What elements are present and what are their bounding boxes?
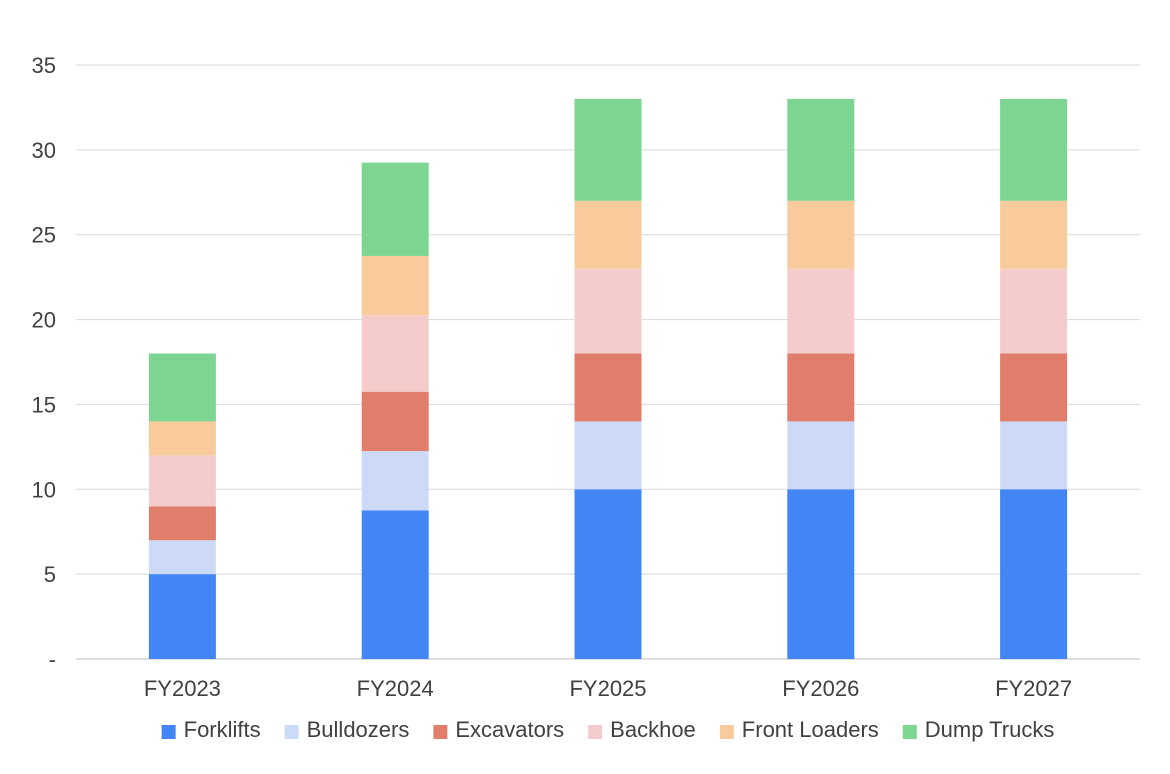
bar-excavators-fy2023[interactable]	[148, 506, 216, 541]
bar-backhoe-fy2026[interactable]	[787, 268, 855, 354]
bar-front-loaders-fy2025[interactable]	[574, 200, 642, 269]
bar-excavators-fy2026[interactable]	[787, 353, 855, 422]
legend-label: Backhoe	[610, 717, 696, 742]
y-tick-label: 30	[32, 138, 56, 163]
legend-swatch	[433, 725, 448, 739]
bar-stack-fy2027	[1000, 98, 1068, 659]
legend-swatch	[161, 725, 176, 739]
bar-bulldozers-fy2027[interactable]	[1000, 421, 1068, 490]
legend-swatch	[284, 725, 299, 739]
bar-forklifts-fy2025[interactable]	[574, 489, 642, 659]
x-tick-label-fy2027: FY2027	[995, 676, 1072, 701]
bar-stack-fy2023	[148, 353, 216, 659]
legend-item-dump-trucks[interactable]: Dump Trucks	[902, 717, 1055, 742]
y-tick-label: 15	[32, 392, 56, 417]
bar-excavators-fy2027[interactable]	[1000, 353, 1068, 422]
bar-front-loaders-fy2026[interactable]	[787, 200, 855, 269]
legend-label: Excavators	[455, 717, 564, 742]
bar-backhoe-fy2024[interactable]	[361, 315, 429, 392]
bar-dump-trucks-fy2024[interactable]	[361, 162, 429, 256]
y-tick-label: -	[49, 647, 56, 672]
bar-stack-fy2026	[787, 98, 855, 659]
x-axis-ticks: FY2023 FY2024 FY2025 FY2026 FY2027	[144, 676, 1072, 701]
bar-bulldozers-fy2024[interactable]	[361, 451, 429, 511]
bar-backhoe-fy2025[interactable]	[574, 268, 642, 354]
y-tick-label: 5	[44, 562, 56, 587]
bar-front-loaders-fy2024[interactable]	[361, 255, 429, 316]
bar-forklifts-fy2027[interactable]	[1000, 489, 1068, 659]
y-tick-label: 10	[32, 477, 56, 502]
bar-bulldozers-fy2026[interactable]	[787, 421, 855, 490]
bar-bulldozers-fy2025[interactable]	[574, 421, 642, 490]
legend-label: Front Loaders	[742, 717, 879, 742]
y-tick-label: 20	[32, 308, 56, 333]
bar-stack-fy2025	[574, 98, 642, 659]
bar-stack-fy2024	[361, 162, 429, 660]
y-axis-ticks: - 5 10 15 20 25 30 35	[32, 53, 56, 672]
bar-forklifts-fy2023[interactable]	[148, 574, 216, 659]
bar-dump-trucks-fy2027[interactable]	[1000, 98, 1068, 201]
y-tick-label: 25	[32, 223, 56, 248]
legend-swatch	[588, 725, 603, 739]
legend-item-bulldozers[interactable]: Bulldozers	[284, 717, 410, 742]
x-tick-label-fy2025: FY2025	[569, 676, 646, 701]
bar-backhoe-fy2023[interactable]	[148, 455, 216, 507]
legend[interactable]: Forklifts Bulldozers Excavators Backhoe Fron…	[161, 717, 1055, 742]
bar-forklifts-fy2024[interactable]	[361, 510, 429, 660]
bar-dump-trucks-fy2026[interactable]	[787, 98, 855, 201]
bar-dump-trucks-fy2023[interactable]	[148, 353, 216, 422]
x-tick-label-fy2026: FY2026	[782, 676, 859, 701]
bar-front-loaders-fy2023[interactable]	[148, 421, 216, 456]
x-tick-label-fy2023: FY2023	[144, 676, 221, 701]
legend-item-excavators[interactable]: Excavators	[433, 717, 564, 742]
bar-dump-trucks-fy2025[interactable]	[574, 98, 642, 201]
legend-swatch	[902, 725, 917, 739]
bar-excavators-fy2025[interactable]	[574, 353, 642, 422]
x-tick-label-fy2024: FY2024	[357, 676, 434, 701]
bar-forklifts-fy2026[interactable]	[787, 489, 855, 659]
bar-excavators-fy2024[interactable]	[361, 391, 429, 452]
legend-item-front-loaders[interactable]: Front Loaders	[719, 717, 879, 742]
legend-swatch	[719, 725, 734, 739]
legend-item-backhoe[interactable]: Backhoe	[588, 717, 696, 742]
legend-label: Forklifts	[184, 717, 261, 742]
y-tick-label: 35	[32, 53, 56, 78]
bars	[148, 98, 1068, 660]
bar-bulldozers-fy2023[interactable]	[148, 540, 216, 575]
bar-backhoe-fy2027[interactable]	[1000, 268, 1068, 354]
bar-front-loaders-fy2027[interactable]	[1000, 200, 1068, 269]
legend-item-forklifts[interactable]: Forklifts	[161, 717, 261, 742]
legend-label: Bulldozers	[307, 717, 410, 742]
legend-label: Dump Trucks	[925, 717, 1055, 742]
